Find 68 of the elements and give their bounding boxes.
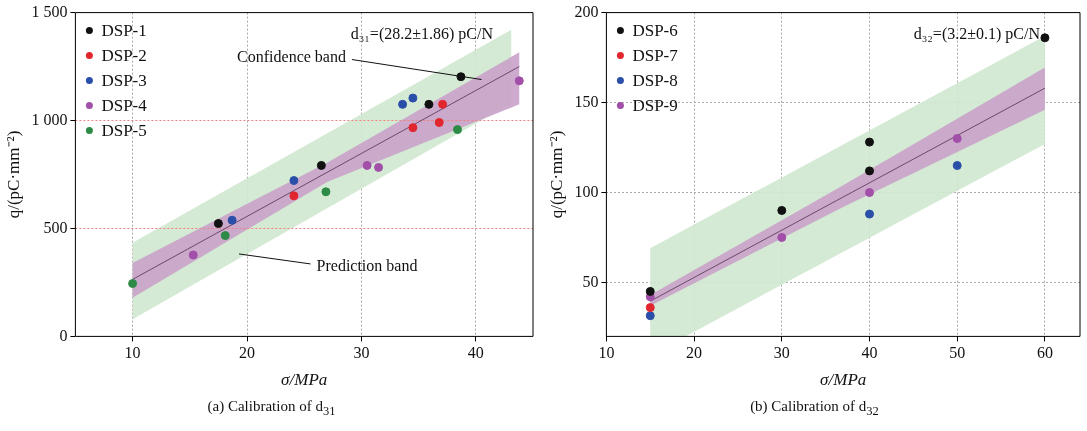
annotation: d₃₂=(3.2±0.1) pC/N <box>913 24 1041 43</box>
text: (a) Calibration of d$_{31}$ <box>206 398 337 419</box>
legend-label: DSP-9 <box>632 96 678 116</box>
point <box>952 161 962 171</box>
point <box>645 303 655 313</box>
point <box>220 231 230 241</box>
annotation: d₃₁=(28.2±1.86) pC/N <box>350 24 494 43</box>
point <box>362 160 372 170</box>
x-tick-label: 20 <box>686 344 703 362</box>
x-tick-label: 30 <box>773 344 790 362</box>
point <box>514 76 524 86</box>
y-tick-label: 150 <box>574 92 599 110</box>
point <box>645 311 655 321</box>
x-tick-label: 40 <box>861 344 878 362</box>
legend-label: DSP-4 <box>101 96 148 116</box>
x-tick-label: 50 <box>949 344 966 362</box>
annotation: Prediction band <box>316 257 418 275</box>
x-tick-label: 10 <box>124 344 141 362</box>
point <box>188 250 198 260</box>
x-axis-title: σ/MPa <box>820 370 867 390</box>
y-tick-label: 1 500 <box>31 2 68 20</box>
point <box>865 187 875 197</box>
point <box>777 205 787 215</box>
annotation: Confidence band <box>237 47 346 65</box>
point <box>438 99 448 109</box>
point <box>316 160 326 170</box>
x-tick-label: 10 <box>598 344 615 362</box>
point <box>128 279 138 289</box>
y-tick-label: 50 <box>582 272 599 290</box>
y-tick-label: 100 <box>574 182 599 200</box>
y-axis-title: q/(pC·mm⁻²) <box>3 130 23 219</box>
point <box>398 99 408 109</box>
point <box>213 219 223 228</box>
point <box>777 232 787 242</box>
point <box>408 93 418 103</box>
x-tick-label: 30 <box>353 344 370 362</box>
x-tick-label: 60 <box>1036 344 1053 362</box>
point <box>865 166 875 176</box>
y-tick-label: 0 <box>59 326 68 344</box>
point <box>321 187 331 197</box>
point <box>408 123 418 133</box>
y-tick-label: 200 <box>574 2 599 20</box>
legend-label: DSP-6 <box>632 21 678 41</box>
point <box>645 286 655 296</box>
legend-label: DSP-3 <box>101 71 147 91</box>
legend-label: DSP-5 <box>101 121 147 141</box>
text: (b) Calibration of d$_{32}$ <box>749 398 880 419</box>
x-axis-title: σ/MPa <box>281 370 328 390</box>
point <box>865 137 875 147</box>
point <box>453 125 462 135</box>
point <box>865 209 875 219</box>
y-tick-label: 500 <box>43 218 68 236</box>
point <box>952 134 962 144</box>
point <box>434 117 444 127</box>
point <box>289 176 299 186</box>
point <box>289 191 299 201</box>
legend-label: DSP-1 <box>101 21 147 41</box>
point <box>1040 33 1050 43</box>
x-tick-label: 40 <box>467 344 484 362</box>
point <box>424 99 434 109</box>
legend-label: DSP-8 <box>632 71 678 91</box>
point <box>374 162 384 172</box>
y-tick-label: 1 000 <box>31 110 68 128</box>
point <box>227 215 237 225</box>
x-tick-label: 20 <box>239 344 255 362</box>
legend-label: DSP-7 <box>632 46 679 66</box>
legend-label: DSP-2 <box>101 46 147 66</box>
y-axis-title: q/(pC·mm⁻²) <box>546 130 566 219</box>
